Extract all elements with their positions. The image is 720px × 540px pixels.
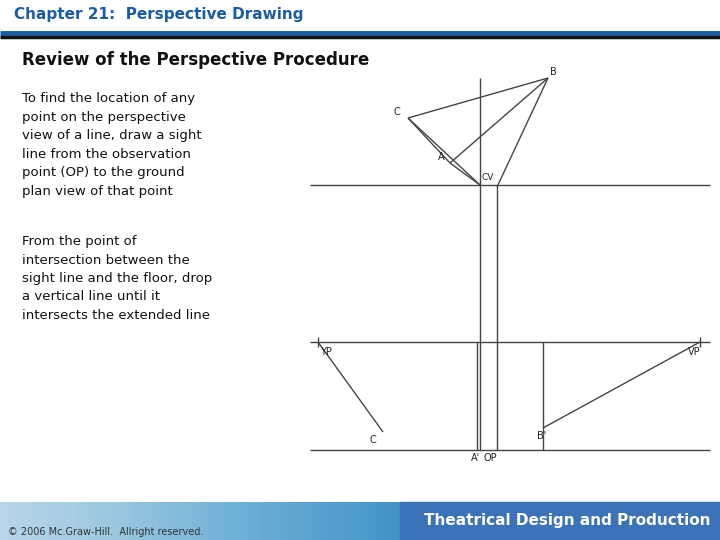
Text: CV: CV [481,173,493,182]
Text: Review of the Perspective Procedure: Review of the Perspective Procedure [22,51,369,69]
Text: VP: VP [688,347,701,357]
Text: To find the location of any
point on the perspective
view of a line, draw a sigh: To find the location of any point on the… [22,92,202,198]
Text: A': A' [471,453,480,463]
Text: Chapter 21:  Perspective Drawing: Chapter 21: Perspective Drawing [14,8,304,23]
Text: From the point of
intersection between the
sight line and the floor, drop
a vert: From the point of intersection between t… [22,235,212,322]
Text: Theatrical Design and Production: Theatrical Design and Production [423,514,710,529]
Text: B': B' [537,431,546,441]
Text: C: C [369,435,376,445]
Text: A: A [438,152,445,162]
Text: C: C [394,107,401,117]
Bar [400,502,720,540]
Text: B: B [550,67,557,77]
Text: © 2006 Mc.Graw-Hill.  Allright reserved.: © 2006 Mc.Graw-Hill. Allright reserved. [8,527,203,537]
Text: OP: OP [484,453,498,463]
Text: YP: YP [320,347,332,357]
